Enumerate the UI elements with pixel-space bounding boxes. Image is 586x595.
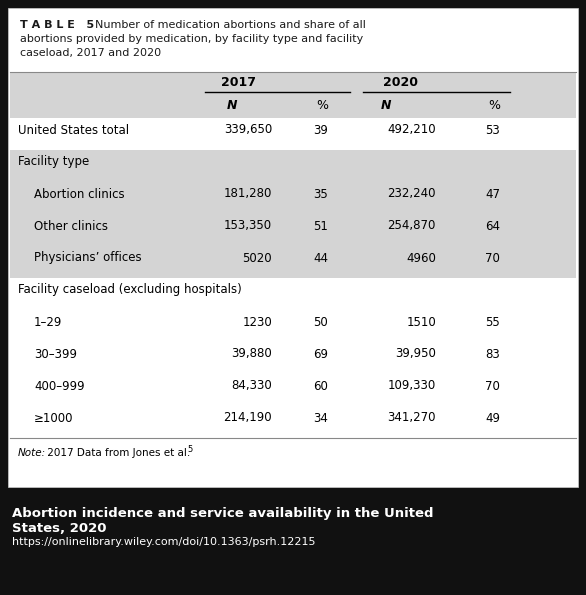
Text: 400–999: 400–999 xyxy=(34,380,84,393)
Text: 44: 44 xyxy=(313,252,328,265)
Text: N: N xyxy=(227,99,237,112)
Text: 30–399: 30–399 xyxy=(34,347,77,361)
FancyBboxPatch shape xyxy=(10,72,576,438)
Text: 35: 35 xyxy=(314,187,328,201)
FancyBboxPatch shape xyxy=(10,278,576,310)
Text: 4960: 4960 xyxy=(406,252,436,265)
Text: 492,210: 492,210 xyxy=(387,124,436,136)
Text: 70: 70 xyxy=(485,380,500,393)
Text: 181,280: 181,280 xyxy=(224,187,272,201)
FancyBboxPatch shape xyxy=(10,374,576,406)
Text: T A B L E   5: T A B L E 5 xyxy=(20,20,94,30)
Text: 64: 64 xyxy=(485,220,500,233)
Text: 214,190: 214,190 xyxy=(223,412,272,424)
Text: 53: 53 xyxy=(485,124,500,136)
FancyBboxPatch shape xyxy=(10,406,576,438)
Text: 5: 5 xyxy=(187,445,192,454)
Text: 47: 47 xyxy=(485,187,500,201)
Text: abortions provided by medication, by facility type and facility: abortions provided by medication, by fac… xyxy=(20,34,363,44)
Text: Facility type: Facility type xyxy=(18,155,89,168)
Text: 83: 83 xyxy=(485,347,500,361)
Text: %: % xyxy=(488,99,500,112)
Text: 84,330: 84,330 xyxy=(231,380,272,393)
Text: 109,330: 109,330 xyxy=(388,380,436,393)
FancyBboxPatch shape xyxy=(10,342,576,374)
FancyBboxPatch shape xyxy=(8,8,578,487)
Text: 70: 70 xyxy=(485,252,500,265)
Text: 51: 51 xyxy=(313,220,328,233)
Text: 232,240: 232,240 xyxy=(387,187,436,201)
Text: States, 2020: States, 2020 xyxy=(12,522,107,535)
Text: Other clinics: Other clinics xyxy=(34,220,108,233)
Text: 339,650: 339,650 xyxy=(224,124,272,136)
Text: 1230: 1230 xyxy=(242,315,272,328)
Text: caseload, 2017 and 2020: caseload, 2017 and 2020 xyxy=(20,48,161,58)
Text: 69: 69 xyxy=(313,347,328,361)
Text: https://onlinelibrary.wiley.com/doi/10.1363/psrh.12215: https://onlinelibrary.wiley.com/doi/10.1… xyxy=(12,537,315,547)
Text: Note:: Note: xyxy=(18,448,46,458)
Text: 60: 60 xyxy=(313,380,328,393)
Text: 341,270: 341,270 xyxy=(387,412,436,424)
Text: 1510: 1510 xyxy=(406,315,436,328)
Text: Physicians’ offices: Physicians’ offices xyxy=(34,252,142,265)
Text: 34: 34 xyxy=(313,412,328,424)
Text: 49: 49 xyxy=(485,412,500,424)
Text: Abortion clinics: Abortion clinics xyxy=(34,187,125,201)
Text: 39: 39 xyxy=(313,124,328,136)
Text: 2020: 2020 xyxy=(383,76,418,89)
Text: 1–29: 1–29 xyxy=(34,315,62,328)
Text: Abortion incidence and service availability in the United: Abortion incidence and service availabil… xyxy=(12,507,434,520)
Text: 153,350: 153,350 xyxy=(224,220,272,233)
Text: 50: 50 xyxy=(314,315,328,328)
Text: 254,870: 254,870 xyxy=(387,220,436,233)
Text: 39,950: 39,950 xyxy=(395,347,436,361)
Text: 55: 55 xyxy=(485,315,500,328)
FancyBboxPatch shape xyxy=(10,118,576,150)
Text: Facility caseload (excluding hospitals): Facility caseload (excluding hospitals) xyxy=(18,283,242,296)
Text: %: % xyxy=(316,99,328,112)
Text: 2017 Data from Jones et al.: 2017 Data from Jones et al. xyxy=(44,448,190,458)
Text: 5020: 5020 xyxy=(243,252,272,265)
Text: 2017: 2017 xyxy=(221,76,256,89)
Text: ≥1000: ≥1000 xyxy=(34,412,73,424)
FancyBboxPatch shape xyxy=(10,310,576,342)
Text: United States total: United States total xyxy=(18,124,129,136)
Text: 39,880: 39,880 xyxy=(231,347,272,361)
Text: N: N xyxy=(381,99,391,112)
Text: Number of medication abortions and share of all: Number of medication abortions and share… xyxy=(88,20,366,30)
